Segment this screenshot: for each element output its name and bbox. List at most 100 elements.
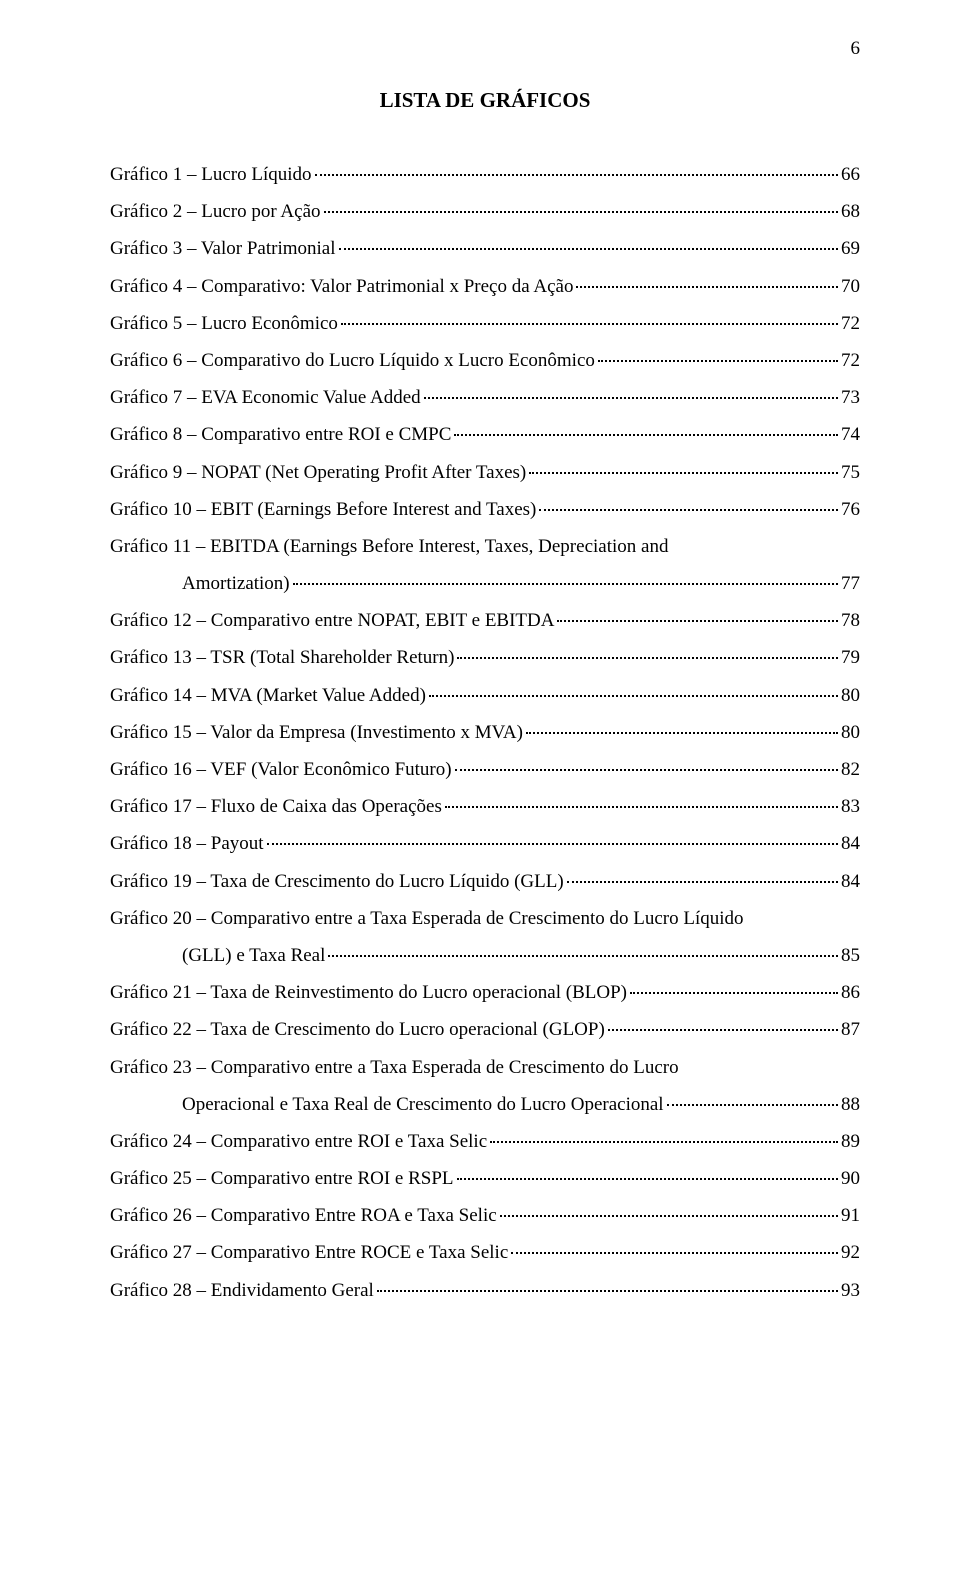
toc-entry-label: Gráfico 13 – TSR (Total Shareholder Retu… [110, 648, 454, 667]
toc-entry-page: 88 [841, 1095, 860, 1114]
toc-leader-dots [576, 286, 838, 288]
toc-entry: Gráfico 12 – Comparativo entre NOPAT, EB… [110, 611, 860, 630]
toc-entry: Gráfico 2 – Lucro por Ação68 [110, 202, 860, 221]
toc-entry: Gráfico 21 – Taxa de Reinvestimento do L… [110, 983, 860, 1002]
toc-leader-dots [267, 843, 838, 845]
toc-entry: Gráfico 5 – Lucro Econômico72 [110, 314, 860, 333]
toc-entry: Gráfico 24 – Comparativo entre ROI e Tax… [110, 1132, 860, 1151]
toc-entry-page: 83 [841, 797, 860, 816]
toc-entry: Operacional e Taxa Real de Crescimento d… [110, 1095, 860, 1114]
toc-entry-page: 70 [841, 277, 860, 296]
toc-entry-page: 79 [841, 648, 860, 667]
toc-leader-dots [567, 881, 838, 883]
toc-entry-label: (GLL) e Taxa Real [182, 946, 325, 965]
toc-entry: Gráfico 9 – NOPAT (Net Operating Profit … [110, 463, 860, 482]
page-number: 6 [851, 38, 861, 60]
toc-leader-dots [500, 1215, 838, 1217]
toc-leader-dots [324, 211, 838, 213]
toc-leader-dots [315, 174, 838, 176]
toc-leader-dots [557, 620, 838, 622]
toc-entry-page: 84 [841, 872, 860, 891]
toc-entry-page: 80 [841, 723, 860, 742]
toc-entry: Gráfico 19 – Taxa de Crescimento do Lucr… [110, 872, 860, 891]
toc-entry: Gráfico 8 – Comparativo entre ROI e CMPC… [110, 425, 860, 444]
toc-entry-label: Gráfico 18 – Payout [110, 834, 264, 853]
toc-entry-page: 86 [841, 983, 860, 1002]
toc-entry-page: 84 [841, 834, 860, 853]
toc-entry-page: 78 [841, 611, 860, 630]
toc-leader-dots [457, 657, 838, 659]
toc-entry: Gráfico 14 – MVA (Market Value Added)80 [110, 686, 860, 705]
table-of-contents: Gráfico 1 – Lucro Líquido 66 Gráfico 2 – L… [110, 165, 860, 1300]
toc-entry: Gráfico 26 – Comparativo Entre ROA e Tax… [110, 1206, 860, 1225]
toc-entry-label: Gráfico 25 – Comparativo entre ROI e RSP… [110, 1169, 454, 1188]
document-page: 6 LISTA DE GRÁFICOS Gráfico 1 – Lucro Lí… [0, 0, 960, 1583]
toc-entry: Gráfico 18 – Payout 84 [110, 834, 860, 853]
toc-entry-label: Gráfico 6 – Comparativo do Lucro Líquido… [110, 351, 595, 370]
toc-entry-label: Operacional e Taxa Real de Crescimento d… [182, 1095, 664, 1114]
toc-entry-continuation: Gráfico 23 – Comparativo entre a Taxa Es… [110, 1058, 860, 1077]
toc-entry-label: Gráfico 10 – EBIT (Earnings Before Inter… [110, 500, 536, 519]
toc-entry-label: Gráfico 17 – Fluxo de Caixa das Operaçõe… [110, 797, 442, 816]
toc-leader-dots [526, 732, 838, 734]
toc-entry-label: Gráfico 26 – Comparativo Entre ROA e Tax… [110, 1206, 497, 1225]
toc-entry-page: 91 [841, 1206, 860, 1225]
toc-leader-dots [454, 434, 838, 436]
toc-entry-label: Amortization) [182, 574, 290, 593]
toc-entry-continuation: Gráfico 20 – Comparativo entre a Taxa Es… [110, 909, 860, 928]
toc-leader-dots [339, 248, 839, 250]
toc-entry-continuation: Gráfico 11 – EBITDA (Earnings Before Int… [110, 537, 860, 556]
toc-leader-dots [490, 1141, 838, 1143]
toc-leader-dots [341, 323, 838, 325]
toc-entry-page: 80 [841, 686, 860, 705]
toc-entry: (GLL) e Taxa Real 85 [110, 946, 860, 965]
toc-entry-page: 75 [841, 463, 860, 482]
toc-leader-dots [667, 1104, 838, 1106]
toc-entry-label: Gráfico 27 – Comparativo Entre ROCE e Ta… [110, 1243, 508, 1262]
toc-entry-label: Gráfico 1 – Lucro Líquido [110, 165, 312, 184]
toc-entry-page: 82 [841, 760, 860, 779]
toc-entry-page: 92 [841, 1243, 860, 1262]
toc-entry: Gráfico 3 – Valor Patrimonial69 [110, 239, 860, 258]
toc-leader-dots [539, 509, 838, 511]
toc-entry: Gráfico 16 – VEF (Valor Econômico Futuro… [110, 760, 860, 779]
toc-entry: Gráfico 25 – Comparativo entre ROI e RSP… [110, 1169, 860, 1188]
toc-leader-dots [511, 1252, 838, 1254]
toc-entry: Gráfico 4 – Comparativo: Valor Patrimoni… [110, 277, 860, 296]
toc-leader-dots [293, 583, 838, 585]
toc-entry-page: 68 [841, 202, 860, 221]
toc-entry: Gráfico 1 – Lucro Líquido 66 [110, 165, 860, 184]
toc-leader-dots [608, 1029, 838, 1031]
page-title: LISTA DE GRÁFICOS [110, 88, 860, 113]
toc-entry-label: Gráfico 21 – Taxa de Reinvestimento do L… [110, 983, 627, 1002]
toc-entry-label: Gráfico 19 – Taxa de Crescimento do Lucr… [110, 872, 564, 891]
toc-entry-label: Gráfico 9 – NOPAT (Net Operating Profit … [110, 463, 526, 482]
toc-entry-page: 77 [841, 574, 860, 593]
toc-leader-dots [328, 955, 838, 957]
toc-entry: Gráfico 6 – Comparativo do Lucro Líquido… [110, 351, 860, 370]
toc-entry-label: Gráfico 22 – Taxa de Crescimento do Lucr… [110, 1020, 605, 1039]
toc-entry-page: 66 [841, 165, 860, 184]
toc-entry-page: 73 [841, 388, 860, 407]
toc-entry-label: Gráfico 12 – Comparativo entre NOPAT, EB… [110, 611, 554, 630]
toc-entry-page: 87 [841, 1020, 860, 1039]
toc-entry-page: 74 [841, 425, 860, 444]
toc-leader-dots [598, 360, 838, 362]
toc-entry-label: Gráfico 16 – VEF (Valor Econômico Futuro… [110, 760, 452, 779]
toc-entry: Gráfico 15 – Valor da Empresa (Investime… [110, 723, 860, 742]
toc-entry-label: Gráfico 15 – Valor da Empresa (Investime… [110, 723, 523, 742]
toc-entry-label: Gráfico 5 – Lucro Econômico [110, 314, 338, 333]
toc-entry: Gráfico 27 – Comparativo Entre ROCE e Ta… [110, 1243, 860, 1262]
toc-leader-dots [424, 397, 838, 399]
toc-leader-dots [529, 472, 838, 474]
toc-entry: Gráfico 22 – Taxa de Crescimento do Lucr… [110, 1020, 860, 1039]
toc-leader-dots [630, 992, 838, 994]
toc-entry: Gráfico 7 – EVA Economic Value Added 73 [110, 388, 860, 407]
toc-entry: Gráfico 28 – Endividamento Geral93 [110, 1281, 860, 1300]
toc-entry-label: Gráfico 7 – EVA Economic Value Added [110, 388, 421, 407]
toc-entry-label: Gráfico 28 – Endividamento Geral [110, 1281, 374, 1300]
toc-entry-page: 72 [841, 351, 860, 370]
toc-entry: Gráfico 13 – TSR (Total Shareholder Retu… [110, 648, 860, 667]
toc-entry-label: Gráfico 24 – Comparativo entre ROI e Tax… [110, 1132, 487, 1151]
toc-entry-page: 85 [841, 946, 860, 965]
